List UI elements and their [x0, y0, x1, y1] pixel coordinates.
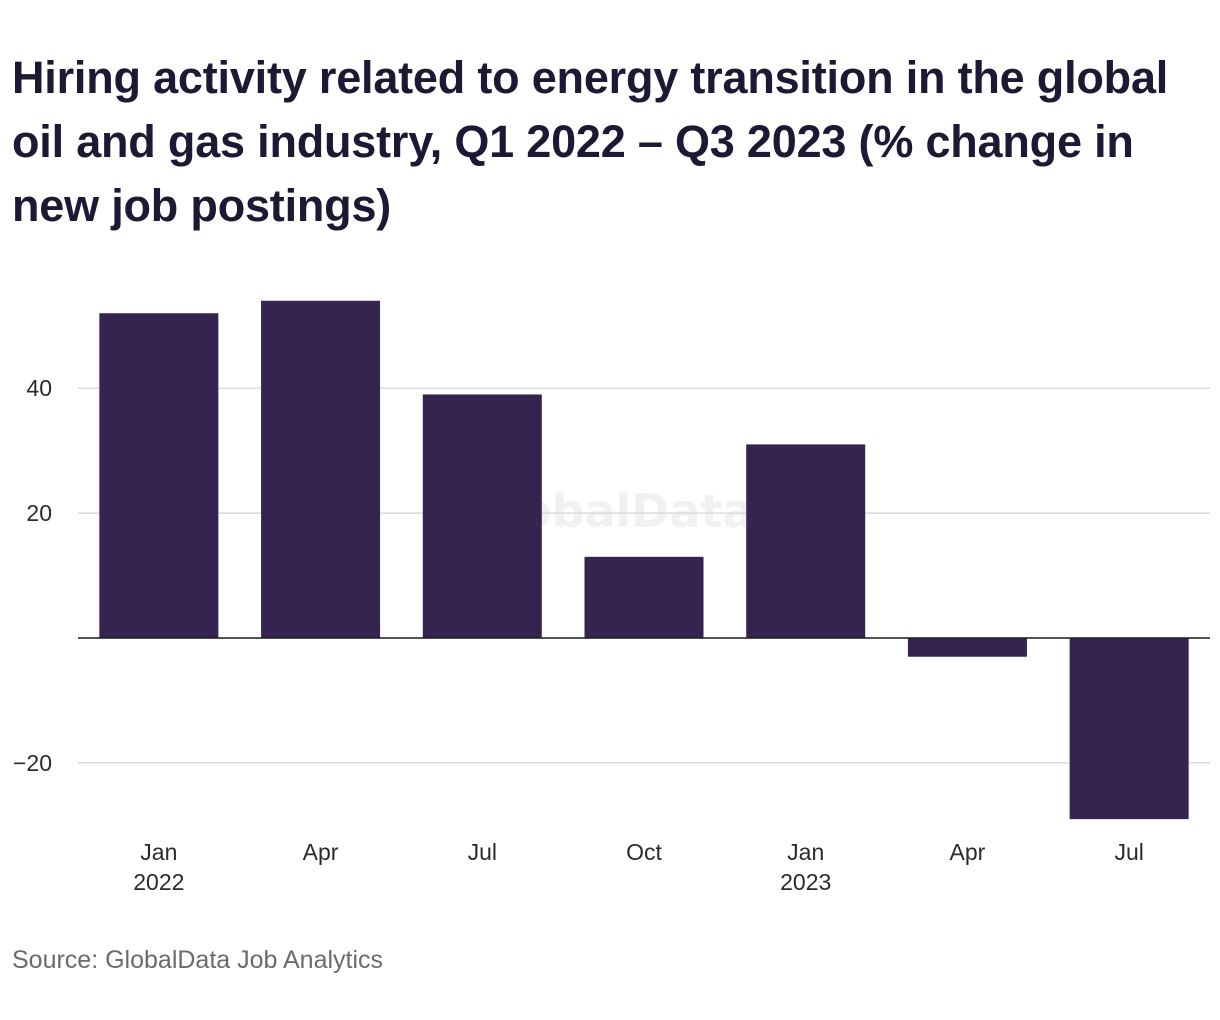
x-tick-label: Oct: [626, 839, 662, 865]
x-tick-label-year: 2022: [133, 869, 184, 895]
bars: [99, 300, 1189, 820]
bar: [746, 444, 866, 638]
y-tick-label: −20: [13, 750, 52, 776]
axes: 40 20 −20 Jan 2022 Apr Jul Oct Jan 2023 Apr Jul: [13, 375, 1210, 895]
bar: [907, 638, 1027, 657]
bar: [261, 300, 381, 638]
x-tick-label: Jan: [140, 839, 177, 865]
x-tick-label: Apr: [950, 839, 986, 865]
bar: [422, 394, 542, 638]
x-tick-label: Apr: [303, 839, 339, 865]
source-note: Source: GlobalData Job Analytics: [12, 946, 384, 974]
bar: [99, 313, 219, 638]
chart-title: Hiring activity related to energy transi…: [12, 52, 1169, 231]
x-tick-label: Jan: [787, 839, 824, 865]
x-tick-label: Jul: [468, 839, 497, 865]
y-tick-label: 20: [26, 500, 52, 526]
bar: [584, 556, 704, 638]
x-tick-label: Jul: [1114, 839, 1143, 865]
bar: [1069, 638, 1189, 820]
y-tick-label: 40: [26, 375, 52, 401]
x-tick-label-year: 2023: [780, 869, 831, 895]
